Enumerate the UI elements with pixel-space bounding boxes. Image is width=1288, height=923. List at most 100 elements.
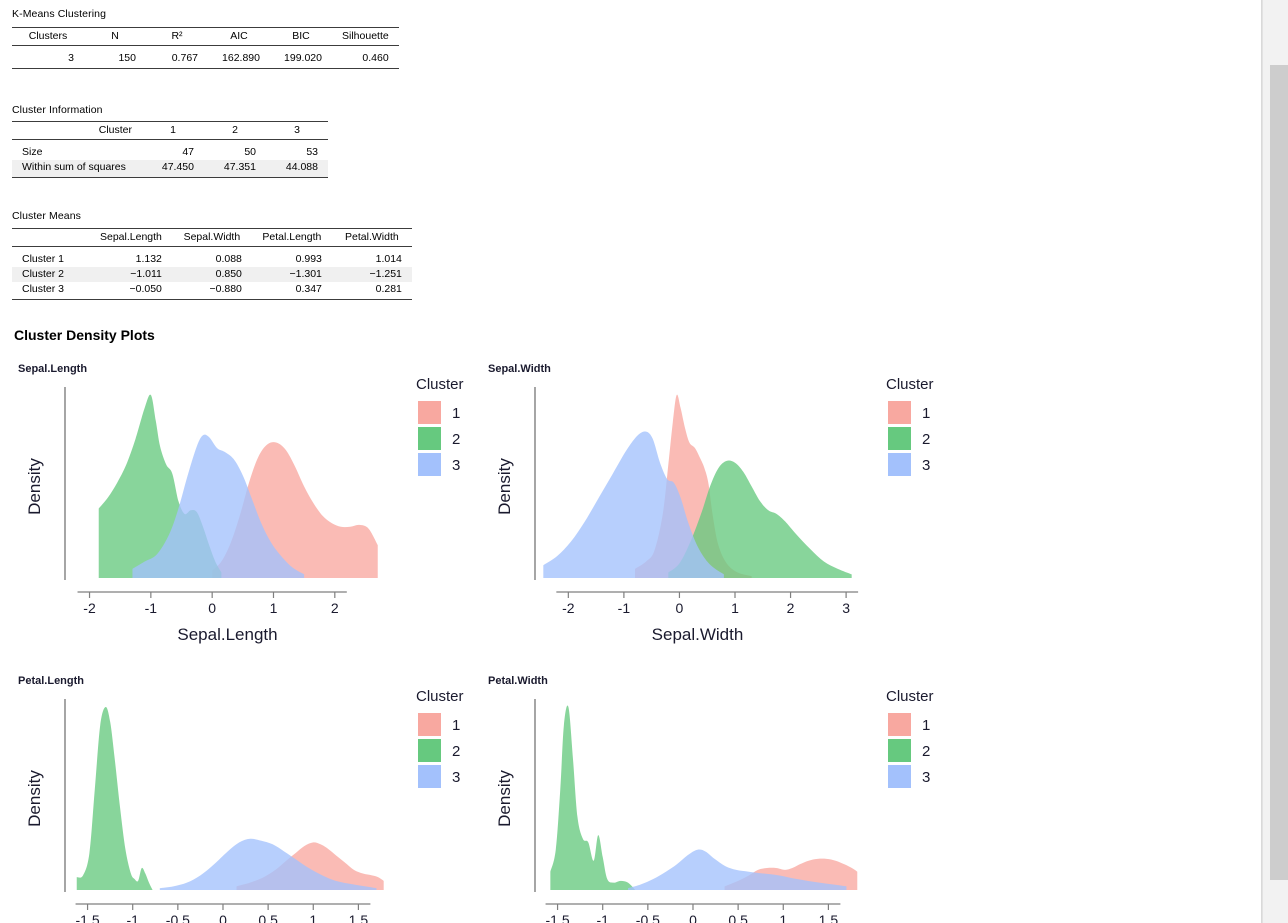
cell-c1-pw: 1.014 (375, 253, 402, 265)
x-axis-tick-label: 0.5 (728, 912, 748, 923)
density-area-cluster-3 (132, 434, 305, 578)
plot-canvas-petal-width: -1.5-1-0.500.511.5Petal.WidthDensityClus… (495, 688, 934, 923)
legend-label-cluster-3: 3 (922, 769, 930, 786)
col-n: N (84, 27, 146, 46)
density-area-cluster-3 (627, 849, 847, 890)
cluster-means-table: Sepal.Length Sepal.Width Petal.Length Pe… (12, 228, 412, 300)
cell-n: 150 (118, 52, 136, 64)
legend-title: Cluster (886, 376, 934, 393)
x-axis-tick-label: -2 (83, 600, 96, 616)
cell-silhouette: 0.460 (362, 52, 389, 64)
col-r2: R² (146, 27, 208, 46)
cell-size-1: 47 (182, 146, 194, 158)
table-bottom-rule (12, 177, 328, 178)
cell-size-3: 53 (306, 146, 318, 158)
x-axis-tick-label: -2 (562, 600, 575, 616)
cell-c1-sl: 1.132 (135, 253, 162, 265)
cell-bic: 199.020 (284, 52, 322, 64)
legend-swatch-cluster-2 (888, 739, 911, 762)
x-axis-tick-label: -0.5 (636, 912, 660, 923)
cell-c3-pw: 0.281 (375, 283, 402, 295)
plot-canvas-petal-length: -1.5-1-0.500.511.5Petal.LengthDensityClu… (25, 688, 464, 923)
col-silhouette: Silhouette (332, 27, 399, 46)
col-cluster-1: 1 (142, 121, 204, 140)
x-axis-tick-label: -1.5 (76, 912, 100, 923)
plot-canvas-sepal-length: -2 -1 0 1 2 Sepal.Length Density Cluster 1 2 3 (25, 376, 464, 644)
cell-c3-pl: 0.347 (295, 283, 322, 295)
cluster-information-caption: Cluster Information (12, 104, 103, 116)
density-area-cluster-3 (159, 838, 377, 890)
legend-label-cluster-1: 1 (922, 405, 930, 422)
row-label-cluster-1: Cluster 1 (22, 253, 65, 265)
cell-clusters: 3 (68, 52, 74, 64)
col-sepal-length: Sepal.Length (90, 228, 172, 247)
legend-swatch-cluster-3 (888, 765, 911, 788)
cell-c1-sw: 0.088 (215, 253, 242, 265)
y-axis-title: Density (495, 770, 514, 827)
col-petal-length: Petal.Length (251, 228, 332, 247)
x-axis-tick-label: 0 (676, 600, 684, 616)
cell-wss-1: 47.450 (142, 160, 204, 178)
legend-label-cluster-2: 2 (922, 743, 930, 760)
legend-label-cluster-2: 2 (452, 431, 460, 448)
plot-title: Sepal.Width (488, 363, 551, 375)
vertical-scrollbar-track[interactable] (1262, 0, 1288, 923)
cell-c2-sw: 0.850 (171, 267, 252, 282)
y-axis-title: Density (25, 458, 44, 515)
legend-label-cluster-1: 1 (452, 717, 460, 734)
density-plot-sepal-length: Sepal.Length -2 -1 0 1 2 Sepal.Length Density Cl… (18, 363, 488, 663)
cell-r2: 0.767 (171, 52, 198, 64)
cell-wss-2: 47.351 (204, 160, 266, 178)
legend-label-cluster-2: 2 (452, 743, 460, 760)
table-header-row: Cluster 1 2 3 (12, 121, 328, 140)
col-cluster: Cluster (12, 121, 142, 140)
cell-c2-sl: −1.011 (90, 267, 172, 282)
y-axis-title: Density (495, 458, 514, 515)
density-areas (543, 394, 852, 578)
page-edge-divider (1261, 0, 1262, 923)
x-axis-tick-label: 0 (208, 600, 216, 616)
row-label-wss: Within sum of squares (12, 160, 142, 178)
cluster-means-caption: Cluster Means (12, 210, 81, 222)
density-plot-petal-length: Petal.Length-1.5-1-0.500.511.5Petal.Leng… (18, 675, 488, 923)
x-axis-tick-label: -1 (596, 912, 609, 923)
legend-swatch-cluster-2 (418, 739, 441, 762)
cell-c3-sl: −0.050 (129, 283, 162, 295)
x-axis-tick-label: 1.5 (349, 912, 369, 923)
legend-label-cluster-2: 2 (922, 431, 930, 448)
vertical-scrollbar-thumb[interactable] (1270, 65, 1288, 880)
legend-swatch-cluster-3 (418, 453, 441, 476)
col-sepal-width: Sepal.Width (171, 228, 252, 247)
legend-title: Cluster (416, 688, 464, 705)
plot-title: Sepal.Length (18, 363, 88, 375)
kmeans-table-caption: K-Means Clustering (12, 8, 107, 20)
density-area-cluster-2 (76, 706, 153, 890)
col-bic: BIC (270, 27, 332, 46)
table-bottom-rule (12, 299, 412, 300)
x-axis-tick-label: 2 (787, 600, 795, 616)
cell-c1-pl: 0.993 (295, 253, 322, 265)
density-plot-petal-width: Petal.Width-1.5-1-0.500.511.5Petal.Width… (488, 675, 958, 923)
cell-aic: 162.890 (222, 52, 260, 64)
density-areas (76, 706, 384, 890)
x-axis-tick-label: -1 (126, 912, 139, 923)
table-bottom-rule (12, 68, 399, 69)
col-petal-width: Petal.Width (331, 228, 412, 247)
plot-title: Petal.Width (488, 675, 548, 687)
density-area-cluster-2 (668, 460, 852, 578)
plot-title: Petal.Length (18, 675, 85, 687)
density-areas (550, 705, 858, 890)
legend-swatch-cluster-1 (418, 401, 441, 424)
legend-label-cluster-3: 3 (922, 457, 930, 474)
x-axis-tick-label: 3 (842, 600, 850, 616)
legend-title: Cluster (886, 688, 934, 705)
plot-canvas-sepal-width: -2 -1 0 1 2 3 Sepal.Width Density Cluster 1 2 3 (495, 376, 934, 644)
legend-swatch-cluster-1 (888, 713, 911, 736)
legend-swatch-cluster-3 (888, 453, 911, 476)
cell-c3-sw: −0.880 (209, 283, 242, 295)
density-areas (98, 394, 378, 578)
legend-title: Cluster (416, 376, 464, 393)
legend-label-cluster-3: 3 (452, 457, 460, 474)
row-label-size: Size (22, 146, 43, 158)
